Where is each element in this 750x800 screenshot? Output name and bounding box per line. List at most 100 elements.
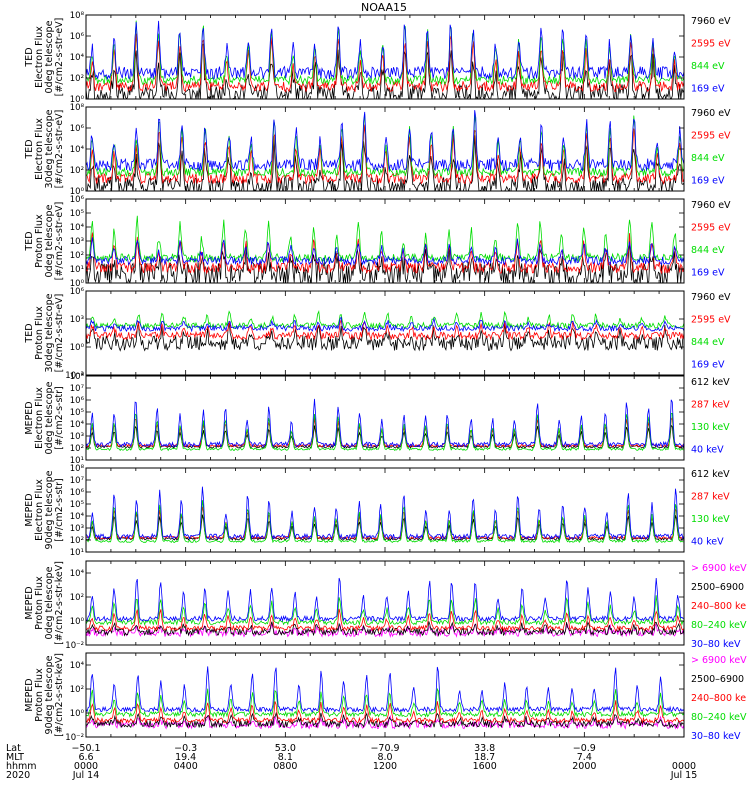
y-tick-label: 10⁵ <box>70 209 84 219</box>
legend-entry-1: > 6900 keV <box>691 563 747 574</box>
row-label-2020: 2020 <box>6 770 30 781</box>
y-tick-label: 10² <box>70 685 84 695</box>
y-tick-label: 10² <box>70 593 84 603</box>
y-tick-label: 10⁴ <box>70 223 85 233</box>
y-axis-label-line-2: Proton Flux <box>34 668 45 722</box>
series-1-line <box>86 514 684 541</box>
series-group <box>86 486 684 544</box>
series-4-line <box>86 20 684 81</box>
y-tick-label: 10⁸ <box>70 464 85 474</box>
legend-entry-4: 80–240 keV <box>691 620 747 631</box>
series-2-line <box>86 232 684 275</box>
panel-1: 10⁰ 10² 10⁴ 10⁶ 10⁸ TED Electron Flux 0deg tele… <box>24 11 731 105</box>
legend-entry-3: 130 keV <box>691 514 730 525</box>
legend-entry-3: 844 eV <box>691 153 725 164</box>
row-label-lat: Lat <box>6 743 21 754</box>
y-axis-label-line-2: Electron Flux <box>34 26 45 88</box>
figure-title: NOAA15 <box>361 1 407 14</box>
series-3-line <box>86 20 684 86</box>
bottom-date-label: Jul 15 <box>670 770 698 781</box>
legend-entry-3: 844 eV <box>691 61 725 72</box>
legend-entry-1: 7960 eV <box>691 292 731 303</box>
y-axis-label-line-1: TED <box>24 231 35 251</box>
bottom-lat-label: 53.0 <box>275 743 296 754</box>
y-tick-label: 10⁰ <box>70 187 85 197</box>
legend-entry-1: 7960 eV <box>691 16 731 27</box>
y-tick-label: 10⁶ <box>70 32 85 42</box>
bottom-lat-label: −50.1 <box>71 743 100 754</box>
series-group <box>86 666 684 730</box>
panel-6: 10¹ 10² 10³ 10⁴ 10⁵ 10⁶ 10⁷ 10⁸ MEPED Electron Fl… <box>24 464 730 558</box>
y-tick-label: 10² <box>70 444 84 454</box>
y-axis-label-line-3: 90deg telescope <box>44 470 55 549</box>
series-2-line <box>86 319 684 341</box>
y-axis-label-line-1: MEPED <box>24 678 35 711</box>
y-tick-label: 10⁰ <box>70 95 85 105</box>
y-axis-label-line-4: [#/cm2-s-str-eV] <box>54 18 65 97</box>
y-tick-label: 10⁶ <box>70 396 85 406</box>
y-tick-label: 10⁷ <box>70 476 85 486</box>
bottom-hhmm-label: 2000 <box>572 761 596 772</box>
y-axis-label-line-3: 30deg telescope <box>44 293 55 372</box>
y-tick-label: 10⁴ <box>70 420 85 430</box>
series-group <box>86 310 684 352</box>
series-4-line <box>86 595 684 626</box>
bottom-hhmm-label: 0000 <box>672 761 696 772</box>
y-axis-label-line-3: 0deg telescope <box>44 204 55 277</box>
series-group <box>86 110 684 191</box>
series-4-line <box>86 398 684 449</box>
y-tick-label: 10⁰ <box>70 709 85 719</box>
y-tick-label: 10⁴ <box>70 569 85 579</box>
y-axis-label-line-4: [#/cm2-s-str-keV] <box>54 653 65 737</box>
series-2-line <box>86 711 684 729</box>
legend-entry-4: 169 eV <box>691 360 725 371</box>
y-axis-label-line-1: TED <box>24 47 35 67</box>
series-4-line <box>86 110 684 172</box>
bottom-mlt-label: 7.4 <box>577 752 592 763</box>
y-tick-label: 10⁵ <box>70 500 84 510</box>
y-axis-label-line-4: [#/cm2-s-str] <box>54 386 65 449</box>
y-axis-label-line-3: 30deg telescope <box>44 109 55 188</box>
y-axis-label-line-1: MEPED <box>24 493 35 526</box>
series-3-line <box>86 215 684 264</box>
legend-entry-3: 844 eV <box>691 337 725 348</box>
row-label-mlt: MLT <box>6 752 24 763</box>
legend-entry-2: 2595 eV <box>691 223 731 234</box>
series-4-line <box>86 316 684 333</box>
y-tick-label: 10⁸ <box>70 103 85 113</box>
panel-8: 10⁻² 10⁰ 10² 10⁴ MEPED Proton Flux 90deg teles… <box>24 652 747 743</box>
y-tick-label: 10⁻² <box>65 733 84 743</box>
y-tick-label: 10⁰ <box>70 279 85 289</box>
panel-3: 10⁰ 10¹ 10² 10³ 10⁴ 10⁵ 10⁶ TED Proton Flux 0deg … <box>24 195 731 289</box>
bottom-hhmm-label: 1600 <box>473 761 497 772</box>
series-1-line <box>86 714 684 730</box>
series-group <box>86 398 684 452</box>
y-tick-label: 10¹ <box>70 265 84 275</box>
y-tick-label: 10² <box>70 166 84 176</box>
y-axis-label-line-2: Electron Flux <box>34 479 45 541</box>
series-3-line <box>86 113 684 178</box>
legend-entry-2: 2500–6900 <box>691 674 744 685</box>
legend-entry-5: 30–80 keV <box>691 731 741 742</box>
series-2-line <box>86 416 684 448</box>
series-4-line <box>86 486 684 541</box>
series-5-line <box>86 577 684 623</box>
series-3-line <box>86 500 684 544</box>
y-axis-label-line-3: 0deg telescope <box>44 566 55 639</box>
legend-entry-2: 287 keV <box>691 400 730 411</box>
series-4-line <box>86 237 684 267</box>
y-tick-label: 10⁶ <box>70 124 85 134</box>
y-axis-label-line-2: Proton Flux <box>34 576 45 630</box>
bottom-date-label: Jul 14 <box>72 770 100 781</box>
y-tick-label: 10⁴ <box>70 53 85 63</box>
bottom-lat-label: −0.3 <box>174 743 197 754</box>
bottom-mlt-label: 6.6 <box>78 752 93 763</box>
bottom-mlt-label: 19.4 <box>175 752 196 763</box>
legend-entry-1: > 6900 keV <box>691 655 747 666</box>
y-axis-label-line-2: Electron Flux <box>34 387 45 449</box>
legend-entry-2: 2595 eV <box>691 315 731 326</box>
series-1-line <box>86 238 684 283</box>
bottom-mlt-label: 8.1 <box>278 752 293 763</box>
legend-entry-2: 287 keV <box>691 492 730 503</box>
